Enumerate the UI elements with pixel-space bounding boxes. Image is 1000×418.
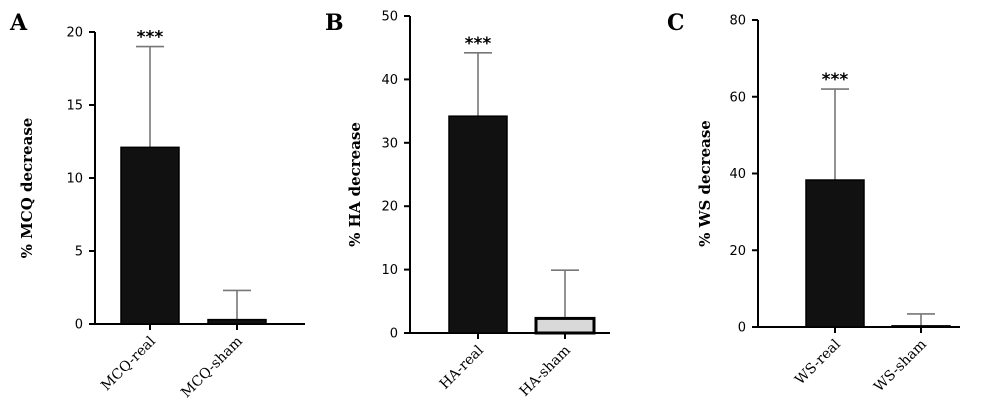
y-tick-label: 0: [75, 318, 83, 333]
y-tick-label: 20: [729, 244, 746, 259]
panel-label: B: [325, 10, 344, 36]
chart-panel-c: C 0 20 40 60 80 % WS decrease WS-real *** WS-sham: [667, 10, 960, 395]
panel-label: A: [9, 10, 28, 36]
x-tick-label: WS-real: [792, 336, 844, 388]
x-tick-label: HA-real: [437, 342, 487, 392]
y-tick-label: 60: [729, 90, 746, 105]
bar-mcq-sham: [207, 318, 267, 325]
bar-mcq-real: [120, 146, 180, 325]
y-tick-label: 40: [729, 167, 746, 182]
y-axis-label: % WS decrease: [696, 120, 714, 247]
y-tick-label: 80: [729, 14, 746, 29]
y-tick-label: 50: [381, 10, 398, 25]
x-tick-label: HA-sham: [517, 343, 574, 400]
y-axis-label: % HA decrease: [346, 122, 364, 247]
y-tick-label: 5: [75, 245, 83, 260]
y-tick-label: 0: [390, 327, 398, 342]
significance-label: ***: [137, 28, 164, 48]
bar-ha-real: [448, 115, 508, 334]
y-tick-label: 10: [381, 263, 398, 278]
x-tick-label: WS-sham: [871, 337, 930, 396]
chart-panel-a: A 0 5 10 15 20 % MCQ decrease MCQ-real *** MCQ-sh…: [9, 10, 305, 401]
significance-label: ***: [822, 70, 849, 90]
y-tick-label: 20: [381, 200, 398, 215]
bar-ws-sham: [891, 325, 951, 328]
significance-label: ***: [465, 34, 492, 54]
y-tick-label: 20: [66, 26, 83, 41]
y-tick-label: 30: [381, 136, 398, 151]
y-tick-label: 40: [381, 73, 398, 88]
y-tick-label: 0: [738, 321, 746, 336]
y-axis-label: % MCQ decrease: [18, 118, 36, 259]
bar-ha-sham: [534, 316, 596, 335]
x-tick-label: MCQ-sham: [178, 334, 246, 402]
chart-panel-b: B 0 10 20 30 40 50 % HA decrease HA-real *** HA-sh…: [325, 10, 610, 400]
panel-label: C: [667, 10, 685, 36]
y-tick-label: 10: [66, 172, 83, 187]
bar-ws-real: [805, 179, 865, 328]
y-tick-label: 15: [66, 99, 83, 114]
x-tick-label: MCQ-real: [98, 333, 159, 394]
